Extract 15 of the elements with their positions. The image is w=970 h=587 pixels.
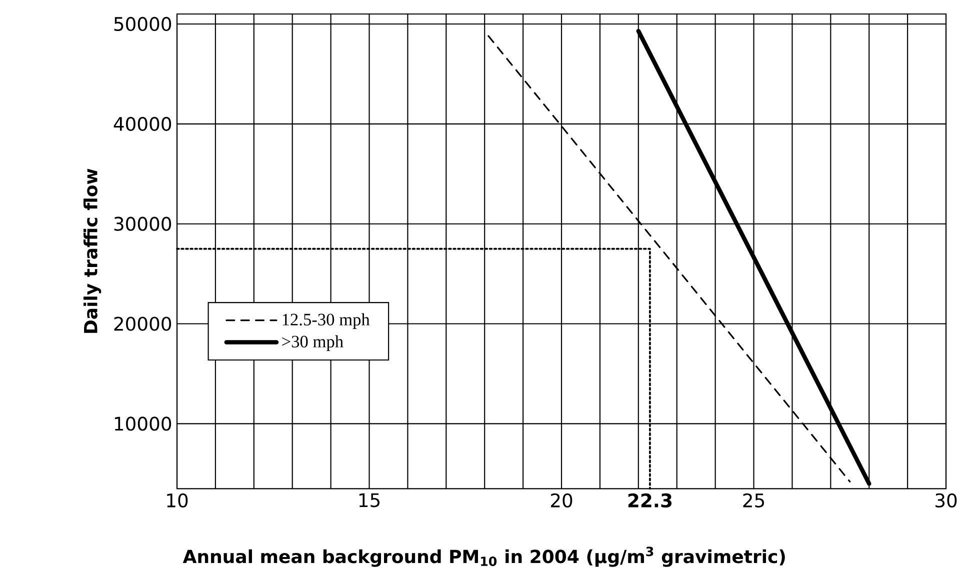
y-tick-label: 40000	[114, 116, 172, 131]
x-tick-label: 25	[743, 493, 764, 508]
y-axis-title: Daily traffic flow	[84, 168, 102, 333]
y-tick-label: 30000	[114, 216, 172, 231]
legend-label: 12.5-30 mph	[282, 313, 370, 329]
x-axis-title: Annual mean background PM$_{10}$ in 2004 (µg/m$^{3}$ gravimetric)	[182, 546, 785, 567]
x-tick-label: 15	[359, 493, 380, 508]
y-tick-label: 50000	[114, 16, 172, 32]
x-tick-label: 22.3	[628, 493, 672, 508]
legend-label: >30 mph	[282, 335, 344, 351]
x-tick-label: 30	[936, 493, 957, 508]
y-tick-label: 10000	[114, 416, 172, 431]
x-tick-label: 10	[167, 493, 188, 508]
x-tick-label: 20	[550, 493, 572, 508]
y-tick-label: 20000	[114, 316, 172, 331]
